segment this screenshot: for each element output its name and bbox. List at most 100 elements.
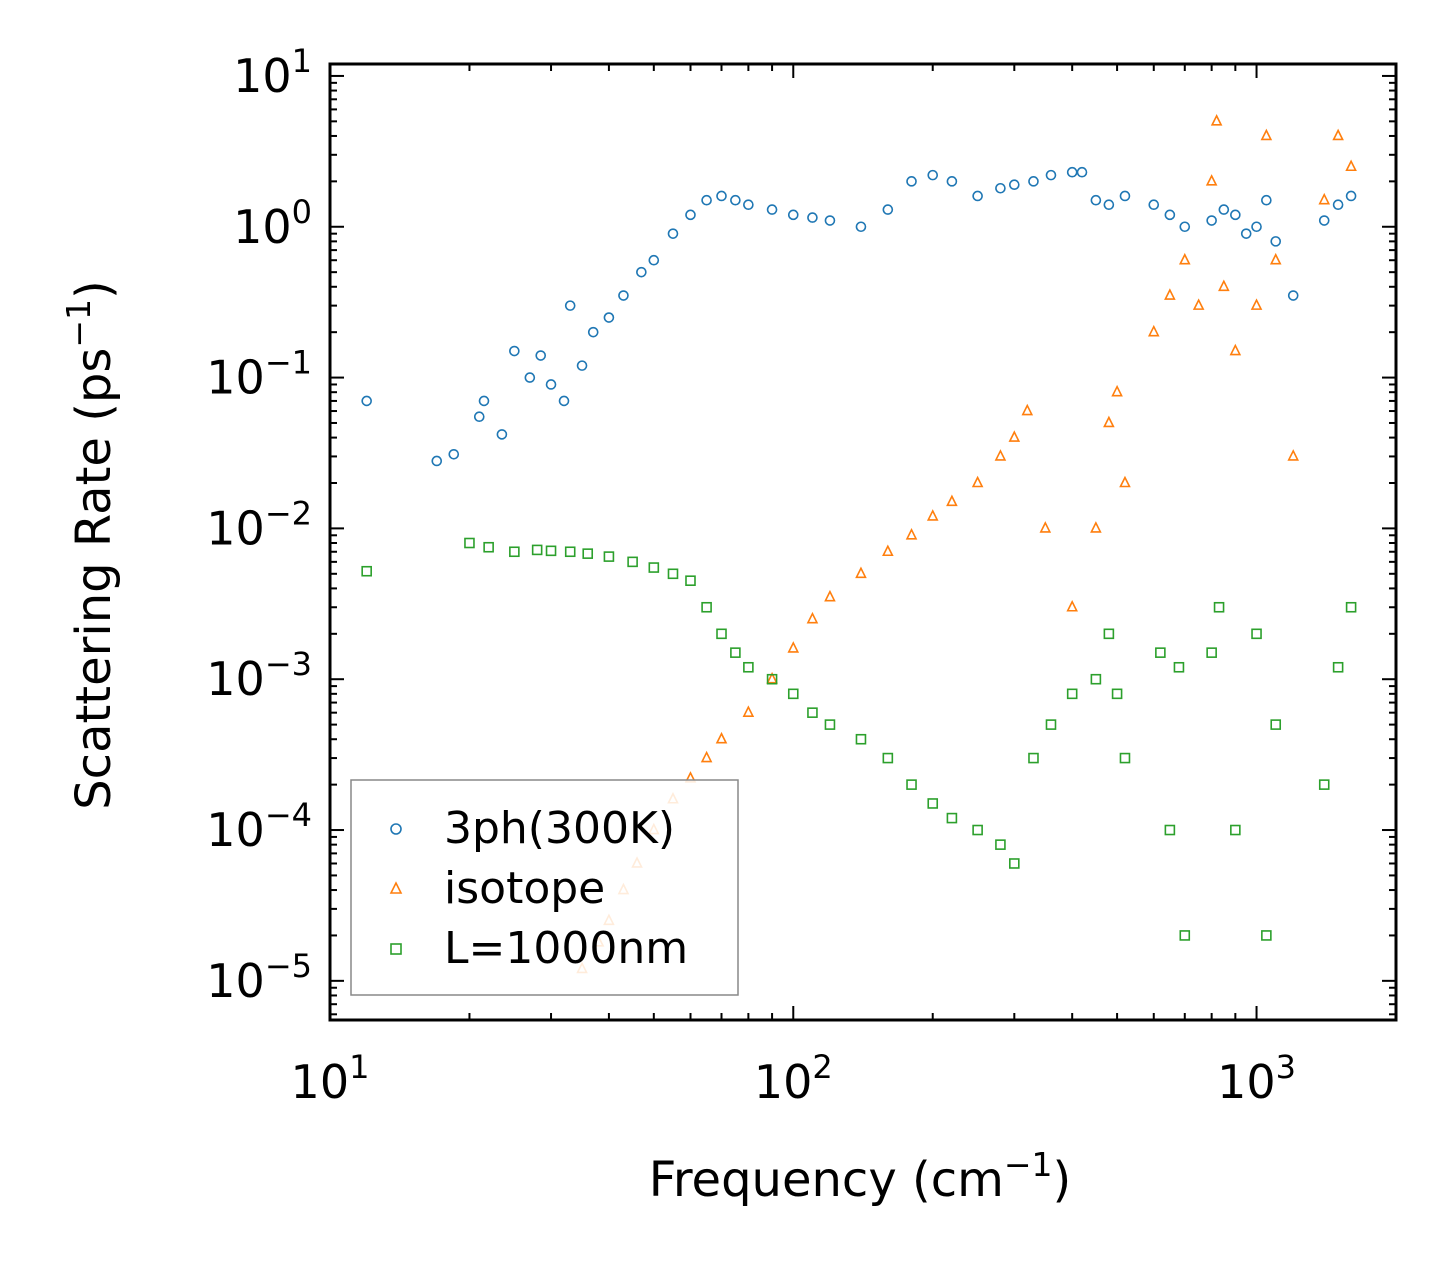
data-point-circle: [1028, 176, 1039, 187]
y-tick-label: 10−5: [206, 947, 312, 1008]
data-point-triangle: [787, 641, 800, 653]
data-point-square: [509, 546, 520, 558]
data-point-square: [1345, 601, 1357, 613]
data-point-circle: [1230, 209, 1241, 221]
data-point-square: [1111, 688, 1123, 700]
data-point-square: [627, 556, 638, 568]
data-point-circle: [509, 345, 520, 357]
data-point-triangle: [1178, 252, 1191, 265]
data-point-circle: [701, 194, 712, 206]
data-point-triangle: [824, 589, 836, 602]
data-point-triangle: [806, 611, 819, 624]
data-point-circle: [1206, 215, 1217, 226]
data-point-square: [766, 673, 778, 685]
x-tick-label-exp: 1: [349, 1048, 369, 1086]
y-axis-label-sup: −1: [59, 299, 98, 348]
data-point-circle: [1218, 204, 1230, 215]
data-point-triangle: [1164, 288, 1176, 300]
data-point-square: [648, 562, 660, 573]
x-axis-label-text: Frequency (cm: [649, 1152, 1004, 1208]
y-tick-label-exp: −1: [265, 344, 312, 382]
data-point-square: [1270, 719, 1282, 730]
y-tick-label-base: 10: [233, 200, 292, 254]
data-point-triangle: [1287, 449, 1300, 461]
x-tick-label-base: 10: [1217, 1055, 1276, 1109]
y-tick-label-base: 10: [206, 652, 265, 706]
data-point-square: [667, 568, 679, 580]
data-point-circle: [1261, 194, 1272, 206]
y-tick-label: 100: [233, 193, 312, 254]
data-point-square: [1009, 858, 1020, 869]
data-point-circle: [824, 215, 836, 226]
data-point-square: [1028, 752, 1039, 764]
data-point-triangle: [700, 750, 713, 763]
data-point-square: [1318, 779, 1330, 790]
data-point-triangle: [715, 731, 728, 744]
y-tick-label: 101: [233, 42, 312, 103]
y-tick-label-exp: −3: [265, 645, 312, 683]
x-axis-label-sup: −1: [1004, 1145, 1053, 1184]
data-point-circle: [667, 228, 679, 239]
data-point-circle: [603, 312, 615, 323]
y-tick-label-exp: 0: [292, 193, 312, 231]
data-point-triangle: [1090, 521, 1102, 533]
plot-layer: [361, 114, 1357, 974]
data-point-circle: [716, 190, 727, 202]
data-point-circle: [1251, 221, 1262, 233]
data-point-square: [545, 545, 557, 557]
data-point-square: [1261, 930, 1272, 941]
data-point-circle: [361, 395, 372, 407]
data-point-circle: [1270, 236, 1282, 247]
y-tick-label: 10−1: [206, 344, 312, 405]
data-point-circle: [576, 360, 588, 371]
data-point-square: [855, 733, 867, 745]
data-point-square: [1206, 647, 1217, 658]
data-point-circle: [1287, 290, 1299, 301]
data-point-circle: [995, 182, 1006, 194]
data-point-triangle: [1066, 599, 1078, 612]
data-point-square: [1251, 628, 1262, 640]
data-point-triangle: [1119, 475, 1131, 488]
legend-marker-circle: [390, 823, 402, 835]
data-point-square: [1230, 824, 1241, 836]
data-point-triangle: [1332, 128, 1344, 141]
y-tick-label-base: 10: [206, 501, 265, 555]
data-point-circle: [1240, 228, 1252, 239]
data-point-triangle: [1192, 298, 1205, 310]
data-point-circle: [636, 266, 647, 278]
data-point-square: [564, 546, 576, 558]
x-tick-label-exp: 2: [812, 1048, 832, 1086]
y-axis-label-close: ): [66, 280, 122, 299]
data-point-square: [1213, 601, 1225, 613]
legend: 3ph(300K) isotope L=1000nm: [350, 779, 739, 996]
data-point-square: [730, 647, 741, 658]
data-point-circle: [685, 209, 696, 221]
legend-marker-triangle: [389, 881, 403, 894]
data-point-square: [531, 544, 543, 556]
data-point-triangle: [1218, 279, 1230, 292]
data-point-circle: [496, 429, 508, 440]
data-point-circle: [972, 190, 983, 202]
y-tick-label-base: 10: [206, 803, 265, 857]
data-point-circle: [1164, 209, 1176, 221]
data-point-square: [603, 551, 615, 562]
y-tick-label: 10−2: [206, 494, 312, 555]
data-point-circle: [906, 176, 917, 187]
data-point-square: [882, 752, 894, 764]
data-point-circle: [431, 455, 443, 467]
data-point-circle: [927, 169, 939, 181]
data-point-circle: [766, 204, 778, 215]
data-point-circle: [1090, 194, 1102, 206]
data-point-triangle: [905, 528, 918, 540]
data-point-circle: [1119, 190, 1131, 202]
data-point-circle: [807, 212, 818, 223]
legend-label-boundary: L=1000nm: [444, 923, 688, 974]
data-point-circle: [478, 395, 490, 407]
data-point-triangle: [1318, 192, 1331, 205]
x-tick-label-exp: 3: [1276, 1048, 1296, 1086]
data-point-triangle: [1210, 114, 1223, 126]
data-point-triangle: [1103, 415, 1115, 428]
data-point-triangle: [1250, 298, 1263, 310]
